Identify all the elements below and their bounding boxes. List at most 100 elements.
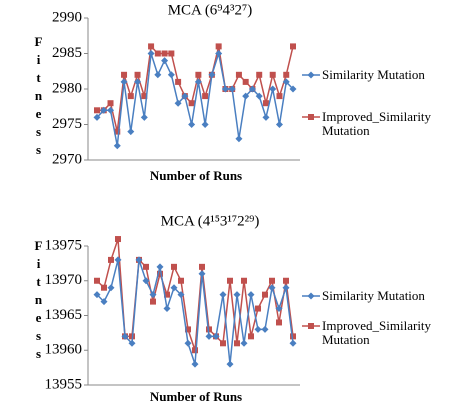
marker [93, 291, 101, 299]
marker [174, 99, 182, 107]
y-tick-label: 13960 [45, 342, 83, 358]
marker [108, 256, 114, 263]
marker [100, 106, 108, 114]
marker [168, 50, 175, 57]
chart-title: MCA (4¹⁵3¹⁷2²⁹) [161, 213, 260, 229]
marker [255, 305, 261, 312]
marker [233, 291, 241, 299]
marker [269, 71, 276, 78]
chart-title: MCA (6⁹4³2⁷) [168, 2, 253, 18]
marker [163, 305, 171, 313]
legend-label: Improved_Similarity Mutation [322, 109, 432, 138]
marker [256, 71, 263, 78]
y-tick-label: 13970 [45, 272, 83, 288]
marker [134, 71, 141, 78]
marker [262, 113, 270, 121]
y-tick-label: 2970 [52, 151, 82, 167]
legend-label: Similarity Mutation [322, 67, 425, 82]
marker [148, 43, 155, 50]
y-tick-label: 13965 [45, 307, 83, 323]
marker [94, 107, 100, 114]
marker [178, 277, 184, 284]
marker [149, 291, 157, 299]
marker [205, 332, 213, 340]
marker [161, 50, 168, 57]
marker [202, 93, 209, 100]
marker [195, 71, 202, 78]
marker [140, 113, 148, 121]
marker [134, 78, 142, 86]
marker [101, 284, 107, 291]
marker [93, 113, 101, 121]
y-axis-label: Fitness [31, 34, 46, 160]
marker [215, 50, 223, 57]
marker [170, 284, 178, 292]
marker [276, 319, 282, 326]
marker [167, 71, 175, 79]
marker [255, 92, 263, 100]
marker [100, 298, 108, 306]
marker [156, 263, 164, 271]
marker [185, 326, 191, 333]
marker [194, 78, 202, 86]
marker [220, 340, 226, 347]
y-tick-label: 2985 [52, 45, 82, 61]
series-line [96, 53, 294, 146]
legend-label: Similarity Mutation [322, 288, 425, 303]
marker [254, 325, 262, 333]
y-tick-label: 13955 [45, 376, 83, 392]
marker [221, 85, 229, 93]
marker [215, 43, 222, 50]
marker [282, 284, 290, 292]
marker [121, 332, 129, 340]
marker [121, 71, 128, 78]
marker [219, 291, 227, 299]
marker [198, 270, 206, 278]
marker [290, 333, 296, 340]
legend-marker [308, 323, 314, 329]
marker [147, 50, 155, 57]
marker [142, 277, 150, 285]
legend-marker [308, 114, 314, 120]
marker [164, 291, 170, 298]
x-axis-label: Number of Runs [150, 389, 242, 404]
marker [157, 270, 163, 277]
marker [282, 78, 290, 86]
y-tick-label: 2990 [52, 9, 82, 25]
marker [275, 305, 283, 313]
marker [114, 256, 122, 264]
marker [242, 92, 250, 100]
marker [184, 339, 192, 347]
marker [268, 284, 276, 292]
marker [175, 78, 182, 85]
marker [269, 277, 275, 284]
marker [135, 256, 143, 264]
marker [235, 135, 243, 143]
marker [227, 277, 233, 284]
marker [127, 128, 135, 136]
marker [226, 360, 234, 368]
marker [114, 128, 121, 135]
marker [248, 333, 254, 340]
marker [181, 92, 189, 100]
marker [188, 121, 196, 128]
marker [283, 71, 290, 78]
marker [120, 78, 128, 86]
marker [161, 57, 169, 65]
marker [115, 236, 121, 243]
marker [171, 263, 177, 270]
marker [242, 78, 249, 85]
marker [201, 121, 209, 128]
legend-marker [307, 292, 315, 300]
marker [234, 340, 240, 347]
series-line [97, 44, 294, 132]
marker [208, 71, 216, 79]
marker [228, 85, 236, 93]
marker [107, 106, 115, 114]
marker [150, 298, 156, 305]
marker [127, 93, 134, 100]
marker [191, 360, 199, 368]
marker [107, 284, 115, 292]
marker [289, 339, 297, 347]
marker [262, 100, 269, 107]
